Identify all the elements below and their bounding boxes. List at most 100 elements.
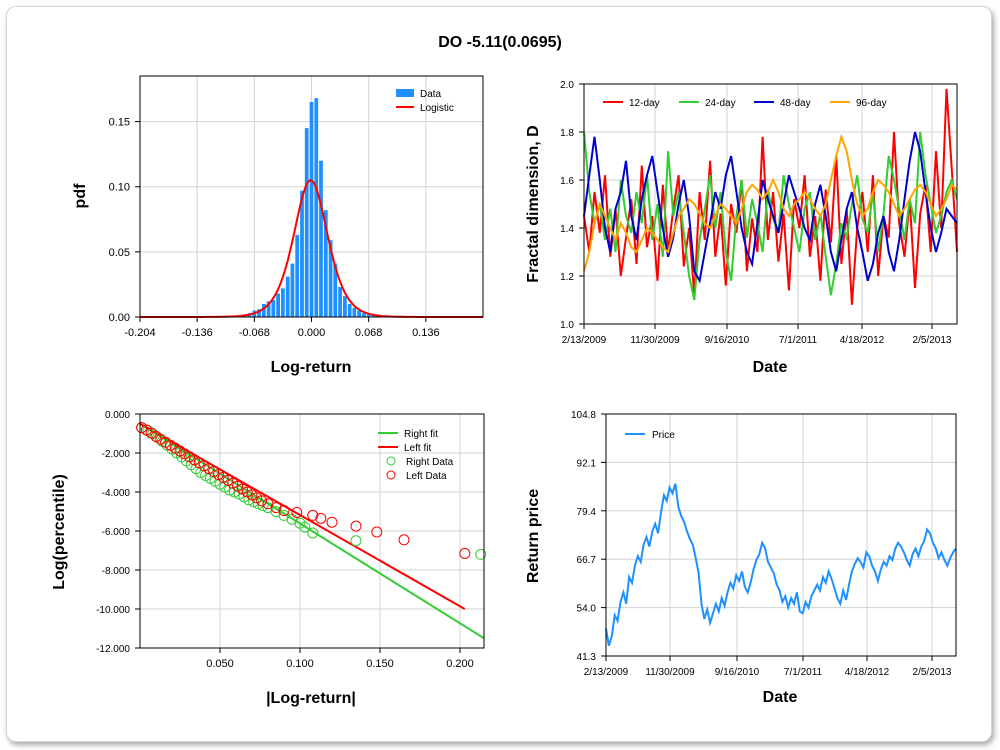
tail-y-tick-label: 0.000 <box>105 410 130 421</box>
tail-y-tick-label: -8.000 <box>102 566 131 577</box>
price-x-tick-label: 4/18/2012 <box>845 667 890 678</box>
right-data-point <box>257 500 269 512</box>
price-y-tick-label: 79.4 <box>577 507 597 518</box>
price-y-tick-label: 41.3 <box>577 652 597 663</box>
price-x-tick-label: 9/16/2010 <box>715 667 760 678</box>
price-y-tick-label: 54.0 <box>577 604 597 615</box>
pdf-bar <box>304 128 309 317</box>
fd-frame <box>583 83 958 325</box>
pdf-bar <box>271 300 276 317</box>
fd-y-tick-label: 1.8 <box>560 128 574 139</box>
right-data-point <box>228 486 240 498</box>
tail-y-axis-title: Log(percentile) <box>51 474 68 590</box>
left-data-point <box>291 506 303 518</box>
right-data-point <box>475 548 487 560</box>
pdf-bar <box>352 307 357 317</box>
page-title: DO -5.11(0.0695) <box>438 34 562 51</box>
pdf-bar <box>333 263 338 317</box>
fd-x-tick-label: 7/1/2011 <box>779 335 818 346</box>
left-data-point <box>256 495 268 507</box>
pdf-bar <box>319 160 323 317</box>
pdf-bar <box>347 303 352 317</box>
pdf-x-tick-label: 0.136 <box>412 327 440 339</box>
pdf-bar <box>285 276 290 317</box>
chart-card <box>6 6 992 742</box>
right-data-point <box>248 496 260 508</box>
tail-x-tick-label: 0.050 <box>206 658 234 670</box>
right-data-point <box>307 527 319 539</box>
pdf-bar <box>314 98 319 318</box>
legend-right-data-swatch <box>386 456 396 466</box>
price-x-tick-label: 2/5/2013 <box>913 667 952 678</box>
tail-x-tick-label: 0.100 <box>286 658 314 670</box>
price-x-axis-title: Date <box>763 689 798 706</box>
legend-data-label: Data <box>420 89 442 100</box>
left-data-point <box>307 509 319 521</box>
pdf-bar <box>290 263 295 317</box>
left-data-point <box>326 516 338 528</box>
pdf-x-tick-label: 0.068 <box>355 327 383 339</box>
pdf-x-tick-label: -0.204 <box>124 327 155 339</box>
legend-right-data-label: Right Data <box>406 457 454 468</box>
pdf-x-tick-label: -0.136 <box>182 327 213 339</box>
left-data-point <box>315 512 327 524</box>
pdf-bar <box>261 303 266 317</box>
price-line <box>605 483 957 646</box>
legend-left-data-label: Left Data <box>406 471 447 482</box>
tail-frame <box>139 413 485 649</box>
fd-legend-label-96-day: 96-day <box>856 98 887 109</box>
fd-series-12-day <box>583 88 958 305</box>
pdf-bar <box>342 296 347 317</box>
pdf-x-axis-title: Log-return <box>271 359 352 376</box>
legend-logistic-label: Logistic <box>420 103 454 114</box>
pdf-y-tick-label: 0.10 <box>109 182 130 194</box>
fd-y-tick-label: 1.6 <box>560 176 574 187</box>
pdf-y-tick-label: 0.00 <box>109 312 130 324</box>
pdf-bar <box>366 314 371 317</box>
fd-x-tick-label: 9/16/2010 <box>705 335 750 346</box>
fd-legend-label-24-day: 24-day <box>705 98 736 109</box>
left-data-point <box>278 505 290 517</box>
price-y-tick-label: 92.1 <box>577 458 597 469</box>
pdf-bar <box>300 190 304 317</box>
fd-legend-label-12-day: 12-day <box>629 98 660 109</box>
pdf-y-axis-title: pdf <box>72 183 89 209</box>
pdf-x-tick-label: 0.000 <box>298 327 326 339</box>
fd-series-48-day <box>583 131 958 284</box>
left-data-point <box>371 526 383 538</box>
pdf-bar <box>338 287 342 317</box>
left-data-point <box>459 547 471 559</box>
pdf-bar <box>295 234 300 317</box>
fd-y-tick-label: 1.2 <box>560 272 574 283</box>
tail-x-tick-label: 0.150 <box>366 658 394 670</box>
fd-x-tick-label: 4/18/2012 <box>840 335 885 346</box>
pdf-bar <box>281 288 285 317</box>
pdf-x-tick-label: -0.068 <box>239 327 270 339</box>
legend-data-swatch <box>396 89 414 97</box>
pdf-y-tick-label: 0.15 <box>109 117 130 129</box>
price-x-tick-label: 7/1/2011 <box>784 667 823 678</box>
fd-y-tick-label: 1.0 <box>560 320 574 331</box>
tail-x-axis-title: |Log-return| <box>266 690 356 707</box>
legend-left-fit-label: Left fit <box>404 443 431 454</box>
price-x-tick-label: 11/30/2009 <box>645 667 695 678</box>
tail-y-tick-label: -4.000 <box>102 488 131 499</box>
right-fit-line <box>139 422 485 640</box>
pdf-bar <box>323 210 328 317</box>
price-frame <box>605 413 957 657</box>
pdf-frame <box>139 75 484 318</box>
fd-y-tick-label: 2.0 <box>560 80 574 91</box>
pdf-bar <box>362 313 366 317</box>
pdf-bar <box>357 310 362 317</box>
pdf-bar <box>276 293 281 317</box>
pdf-bar <box>309 102 314 318</box>
tail-y-tick-label: -12.000 <box>96 644 130 655</box>
fd-x-tick-label: 2/13/2009 <box>562 335 607 346</box>
fd-y-tick-label: 1.4 <box>560 224 574 235</box>
legend-right-fit-label: Right fit <box>404 429 438 440</box>
legend-left-data-swatch <box>386 470 396 480</box>
fd-series-96-day <box>583 133 958 272</box>
price-y-tick-label: 104.8 <box>571 410 596 421</box>
price-x-tick-label: 2/13/2009 <box>584 667 629 678</box>
